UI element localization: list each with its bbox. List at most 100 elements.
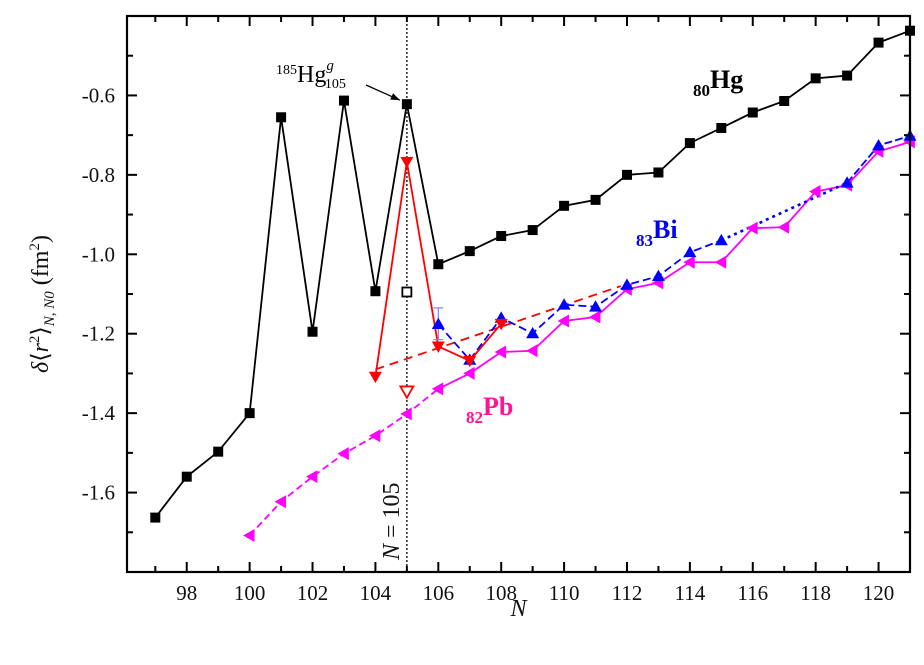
marker-square — [464, 246, 475, 257]
marker-square — [747, 107, 758, 118]
y-axis-langle: ⟨ — [28, 352, 54, 361]
marker-triangle-down — [463, 355, 477, 368]
marker-triangle-left — [557, 314, 569, 328]
x-tick-label: 104 — [360, 581, 392, 605]
marker-square — [244, 408, 255, 419]
marker-triangle-up — [683, 245, 697, 258]
x-tick-label: 106 — [423, 581, 455, 605]
marker-square — [527, 225, 538, 236]
x-tick-label: 118 — [800, 581, 831, 605]
marker-square — [338, 95, 349, 106]
series-label-pb-sub: 82 — [466, 408, 483, 427]
series-label-hg: 80Hg — [693, 65, 743, 100]
marker-square — [307, 326, 318, 337]
series-line-bi-dotted — [720, 181, 848, 242]
vline-label: N = 105 — [379, 482, 405, 561]
marker-triangle-left — [274, 495, 286, 509]
series-label-pb: 82Pb — [466, 392, 513, 427]
marker-triangle-up — [840, 176, 854, 188]
x-tick-labels: 98 100 102 104 106 108 110 112 114 116 118 120 — [176, 581, 894, 605]
x-tick-label: 116 — [737, 581, 768, 605]
marker-square — [810, 73, 821, 84]
marker-triangle-down — [368, 371, 382, 384]
vline-label-n: N — [379, 542, 405, 561]
marker-square — [370, 286, 381, 297]
y-axis-unit-close: ) — [28, 235, 54, 243]
annotation-sub: 105 — [325, 77, 346, 92]
plot-marks — [150, 16, 917, 572]
series-label-pb-main: Pb — [483, 392, 513, 421]
x-tick-label: 112 — [612, 581, 643, 605]
x-tick-label: 98 — [176, 581, 197, 605]
y-axis-r: r — [28, 342, 54, 352]
x-tick-label: 102 — [297, 581, 329, 605]
y-axis-sub: N, N0 — [42, 291, 58, 328]
marker-triangle-down — [431, 341, 445, 353]
annotation-arrowhead — [390, 93, 400, 101]
vline-label-rest: = 105 — [379, 482, 405, 544]
y-axis-delta: δ — [28, 361, 54, 373]
marker-square — [842, 70, 853, 81]
marker-triangle-up — [557, 298, 571, 310]
marker-triangle-up — [526, 326, 540, 339]
series-label-hg-sub: 80 — [693, 81, 710, 100]
x-tick-label: 120 — [863, 581, 895, 605]
marker-square — [779, 95, 790, 106]
y-tick-label: -1.4 — [82, 401, 116, 425]
marker-triangle-up — [714, 233, 728, 246]
series-label-bi-main: Bi — [653, 215, 678, 244]
y-axis-unit-open: (fm — [28, 250, 54, 291]
marker-triangle-up — [589, 300, 603, 312]
marker-square — [213, 446, 224, 457]
y-tick-labels: -1.6 -1.4 -1.2 -1.0 -0.8 -0.6 — [82, 83, 116, 504]
annotation-element: Hg — [297, 62, 326, 88]
marker-triangle-down — [494, 318, 508, 331]
x-axis-title: N — [509, 596, 528, 622]
marker-triangle-left — [714, 255, 727, 269]
marker-triangle-up — [651, 269, 665, 282]
annotation-sup: g — [326, 58, 334, 74]
axis-ticks — [127, 15, 911, 573]
marker-triangle-left — [368, 429, 381, 443]
marker-square — [181, 471, 192, 482]
x-tick-label: 108 — [485, 581, 517, 605]
y-axis-unit-sup: 2 — [27, 243, 43, 251]
series-line-red-trend — [375, 285, 621, 371]
marker-triangle-left — [526, 344, 538, 358]
y-axis-title: δ⟨r2⟩N, N0 (fm2) — [27, 235, 58, 373]
y-tick-label: -1.6 — [82, 481, 115, 505]
marker-triangle-left — [589, 310, 601, 324]
marker-triangle-left — [400, 407, 412, 421]
marker-square — [873, 37, 884, 48]
y-axis-rangle: ⟩ — [28, 326, 54, 335]
y-axis-r-sup: 2 — [27, 336, 43, 344]
marker-triangle-left — [746, 221, 758, 235]
annotation-185hg: 185Hgg 105 — [276, 58, 346, 92]
annotation-mass: 185 — [276, 63, 297, 78]
series-line-hg — [154, 29, 911, 519]
marker-triangle-up — [872, 138, 886, 151]
marker-square — [150, 512, 161, 523]
marker-square — [590, 194, 601, 205]
x-tick-label: 100 — [234, 581, 266, 605]
marker-square — [433, 259, 444, 270]
x-tick-label: 114 — [675, 581, 706, 605]
x-tick-label: 110 — [549, 581, 580, 605]
marker-triangle-left — [463, 366, 475, 380]
marker-triangle-left — [683, 255, 695, 269]
marker-square — [716, 122, 727, 133]
series-label-bi-sub: 83 — [636, 231, 653, 250]
marker-triangle-left — [809, 185, 821, 199]
y-tick-label: -1.0 — [82, 242, 115, 266]
marker-triangle-left — [243, 528, 255, 542]
series-line-pb-solid — [437, 141, 911, 390]
marker-triangle-left — [777, 220, 790, 234]
series-label-hg-main: Hg — [710, 65, 743, 94]
marker-triangle-left — [494, 345, 507, 359]
marker-square — [684, 138, 695, 149]
marker-triangle-up — [431, 317, 445, 330]
plot-frame — [125, 14, 912, 574]
marker-triangle-left — [337, 447, 349, 461]
marker-square — [496, 231, 507, 242]
